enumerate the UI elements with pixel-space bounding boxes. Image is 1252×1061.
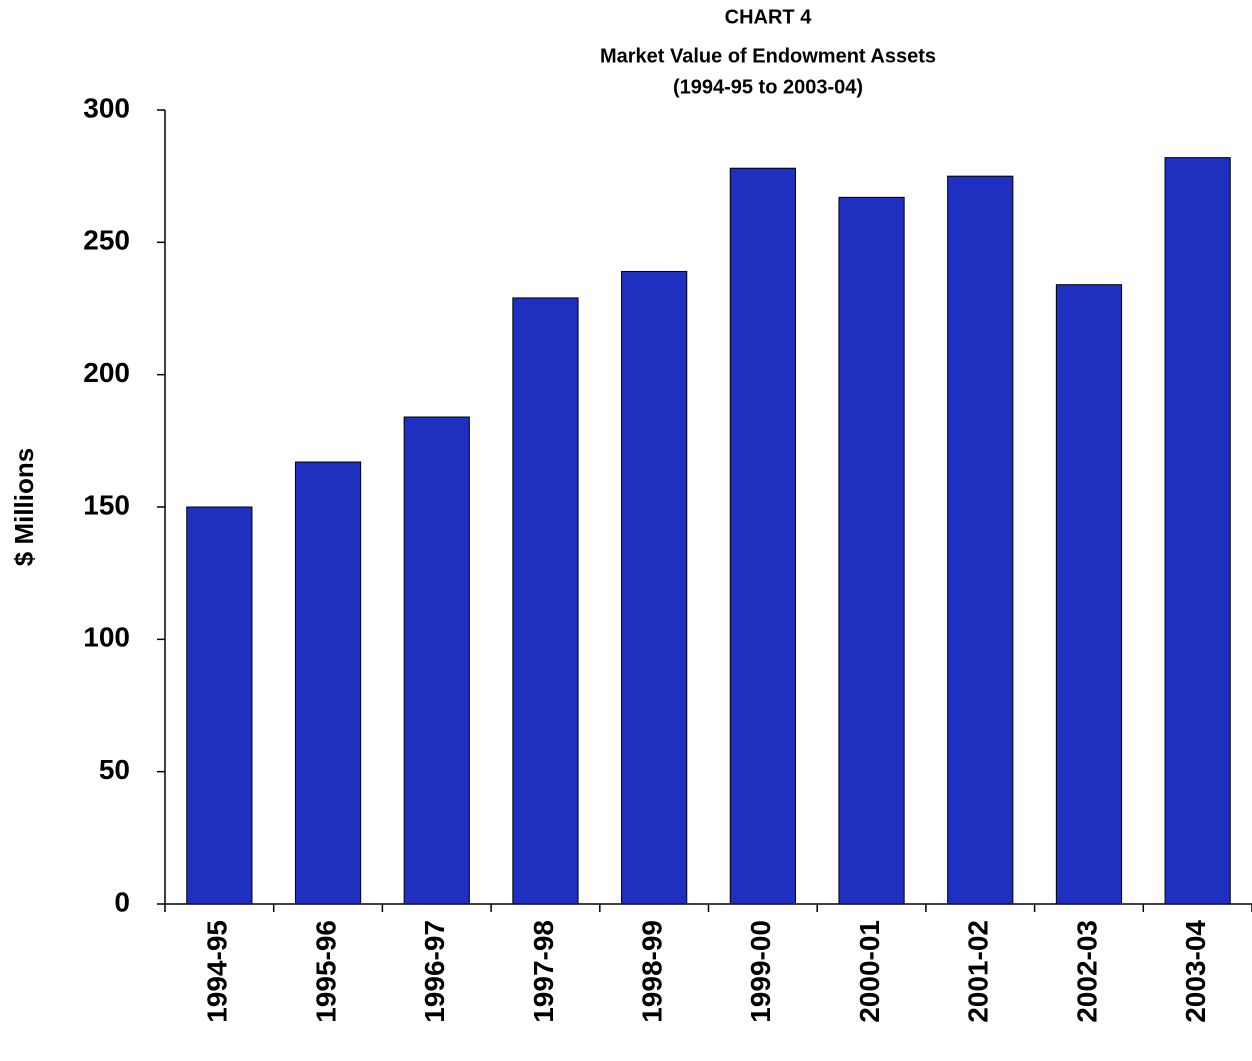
y-axis-label: $ Millions (9, 448, 39, 566)
bar (1164, 157, 1231, 905)
bar (403, 416, 470, 905)
x-tick-label: 2001-02 (963, 920, 994, 1023)
y-tick-label: 100 (83, 622, 130, 653)
chart-period: (1994-95 to 2003-04) (673, 76, 863, 98)
x-tick-label: 1994-95 (202, 920, 233, 1023)
x-tick-label: 1995-96 (310, 920, 341, 1023)
x-tick-label: 1996-97 (419, 920, 450, 1023)
x-tick-label: 1998-99 (637, 920, 668, 1023)
bar (729, 167, 796, 905)
y-tick-label: 250 (83, 225, 130, 256)
chart-title: CHART 4 (725, 6, 813, 28)
bar (294, 461, 362, 905)
bar (947, 175, 1014, 905)
x-tick-label: 2000-01 (854, 920, 885, 1023)
x-tick-label: 1999-00 (745, 920, 776, 1023)
y-tick-label: 150 (83, 489, 130, 520)
bar (621, 270, 688, 905)
x-tick-label: 2003-04 (1180, 920, 1211, 1023)
chart-subtitle: Market Value of Endowment Assets (600, 45, 936, 67)
bar (512, 297, 579, 905)
y-tick-label: 200 (83, 357, 130, 388)
x-tick-label: 1997-98 (528, 920, 559, 1023)
bar (838, 196, 905, 905)
y-tick-label: 0 (114, 886, 130, 917)
x-tick-label: 2002-03 (1071, 920, 1102, 1023)
y-tick-label: 300 (83, 92, 130, 123)
y-tick-label: 50 (99, 754, 130, 785)
bar (1055, 284, 1123, 905)
bar (186, 506, 253, 905)
